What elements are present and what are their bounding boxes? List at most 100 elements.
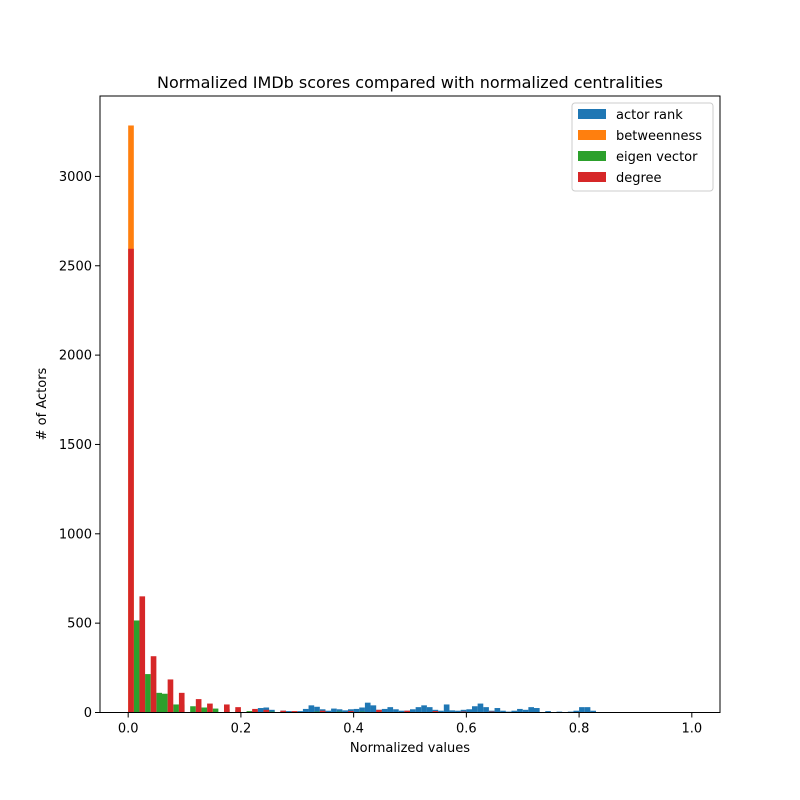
bar-series-0: [500, 710, 506, 713]
bar-series-0: [325, 710, 332, 713]
x-tick-label: 1.0: [681, 722, 702, 737]
x-tick-label: 0.0: [118, 722, 139, 737]
bar-series-2: [173, 704, 179, 713]
bar-series-0: [387, 707, 394, 713]
bar-series-2: [201, 707, 208, 713]
x-tick-label: 0.8: [569, 722, 590, 737]
x-axis-label: Normalized values: [350, 741, 470, 756]
legend-label: degree: [616, 171, 662, 186]
bar-series-0: [573, 710, 580, 713]
bar-series-0: [472, 706, 478, 713]
legend-label: eigen vector: [616, 150, 698, 165]
bar-series-0: [314, 706, 320, 713]
bar-series-3: [235, 707, 241, 713]
legend-swatch: [578, 109, 606, 119]
x-tick-label: 0.6: [456, 722, 477, 737]
bars-group: [128, 125, 596, 713]
bar-series-0: [443, 704, 450, 713]
bar-series-0: [528, 707, 534, 713]
x-axis: 0.0 0.2 0.4 0.6 0.8 1.0: [118, 712, 702, 737]
bar-series-3: [150, 656, 157, 713]
y-tick-label: 500: [67, 617, 92, 632]
bar-series-0: [579, 707, 585, 713]
bar-series-3: [280, 710, 286, 713]
bar-series-0: [257, 708, 264, 713]
y-axis: 0 500 1000 1500 2000 2500 3000: [59, 170, 100, 721]
bar-series-0: [426, 707, 433, 713]
bar-series-0: [353, 708, 360, 713]
bar-series-3: [252, 708, 258, 713]
bar-series-2: [162, 693, 168, 713]
bar-series-0: [477, 703, 484, 713]
bar-series-0: [494, 708, 501, 713]
bar-series-0: [449, 710, 456, 713]
bar-series-0: [455, 710, 461, 713]
bar-series-0: [460, 709, 467, 713]
bar-series-0: [522, 709, 529, 713]
bar-series-0: [297, 711, 303, 713]
y-tick-label: 3000: [59, 170, 92, 185]
legend-label: betweenness: [616, 129, 702, 144]
bar-series-0: [336, 709, 343, 713]
bar-series-0: [415, 707, 422, 713]
bar-series-0: [331, 708, 337, 713]
bar-series-3: [376, 709, 382, 713]
bar-series-0: [370, 705, 377, 713]
legend-swatch: [578, 172, 606, 182]
bar-series-0: [302, 708, 309, 713]
bar-series-3: [178, 692, 185, 713]
bar-series-0: [286, 711, 292, 713]
bar-series-0: [590, 710, 596, 713]
legend-box: [571, 102, 714, 192]
bar-series-2: [190, 706, 196, 713]
bar-series-0: [534, 708, 540, 713]
bar-series-3: [207, 703, 213, 713]
bar-series-3: [139, 596, 146, 713]
legend-label: actor rank: [616, 108, 683, 123]
bar-series-0: [483, 707, 489, 713]
legend: actor rank betweenness eigen vector degree: [571, 102, 714, 192]
bar-series-2: [246, 711, 253, 713]
bar-series-0: [364, 702, 371, 713]
bar-series-0: [421, 705, 427, 713]
bar-series-3: [224, 704, 230, 713]
x-tick-label: 0.4: [343, 722, 364, 737]
bar-series-0: [517, 708, 523, 713]
bar-series-2: [156, 692, 162, 713]
bar-series-3: [195, 699, 202, 713]
bar-series-3: [432, 711, 439, 713]
bar-series-2: [212, 708, 219, 713]
chart-title: Normalized IMDb scores compared with nor…: [157, 73, 663, 92]
bar-series-0: [511, 710, 518, 713]
bar-series-2: [145, 674, 151, 713]
bar-series-0: [348, 709, 354, 713]
bar-series-3: [263, 709, 270, 713]
legend-swatch: [578, 130, 606, 140]
bar-series-3: [319, 710, 326, 713]
bar-series-3: [404, 710, 410, 713]
bar-series-3: [167, 679, 174, 713]
y-tick-label: 0: [84, 706, 92, 721]
bar-series-0: [466, 709, 472, 713]
bar-series-0: [545, 711, 551, 713]
bar-series-0: [398, 710, 405, 713]
bar-series-2: [133, 620, 140, 713]
bar-series-0: [269, 709, 275, 713]
y-tick-label: 1500: [59, 438, 92, 453]
bar-series-0: [381, 708, 388, 713]
bar-series-0: [438, 710, 444, 713]
bar-series-0: [359, 707, 365, 713]
x-tick-label: 0.2: [231, 722, 252, 737]
bar-series-0: [308, 705, 315, 713]
bar-series-0: [393, 709, 399, 713]
y-tick-label: 1000: [59, 527, 92, 542]
y-axis-label: # of Actors: [35, 367, 50, 440]
bar-series-3: [291, 711, 298, 713]
y-tick-label: 2500: [59, 259, 92, 274]
bar-series-3: [128, 248, 134, 713]
y-tick-label: 2000: [59, 349, 92, 364]
bar-series-0: [584, 707, 591, 713]
bar-series-3: [348, 711, 354, 713]
plot-frame: [99, 95, 721, 713]
